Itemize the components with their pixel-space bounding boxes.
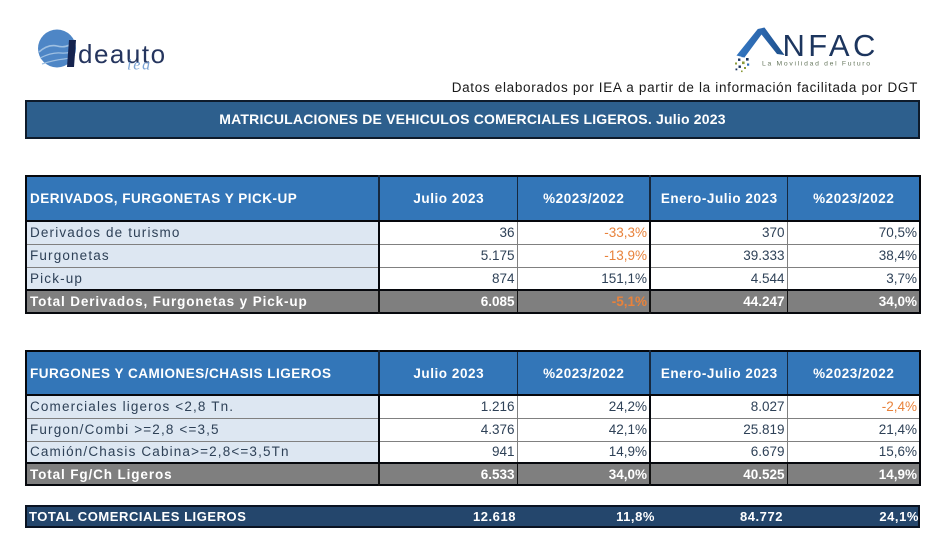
svg-text:iea: iea (127, 57, 152, 74)
svg-text:NFAC: NFAC (783, 28, 879, 63)
svg-text:La Movilidad del Futuro: La Movilidad del Futuro (762, 61, 872, 68)
svg-text:deauto: deauto (78, 39, 167, 69)
